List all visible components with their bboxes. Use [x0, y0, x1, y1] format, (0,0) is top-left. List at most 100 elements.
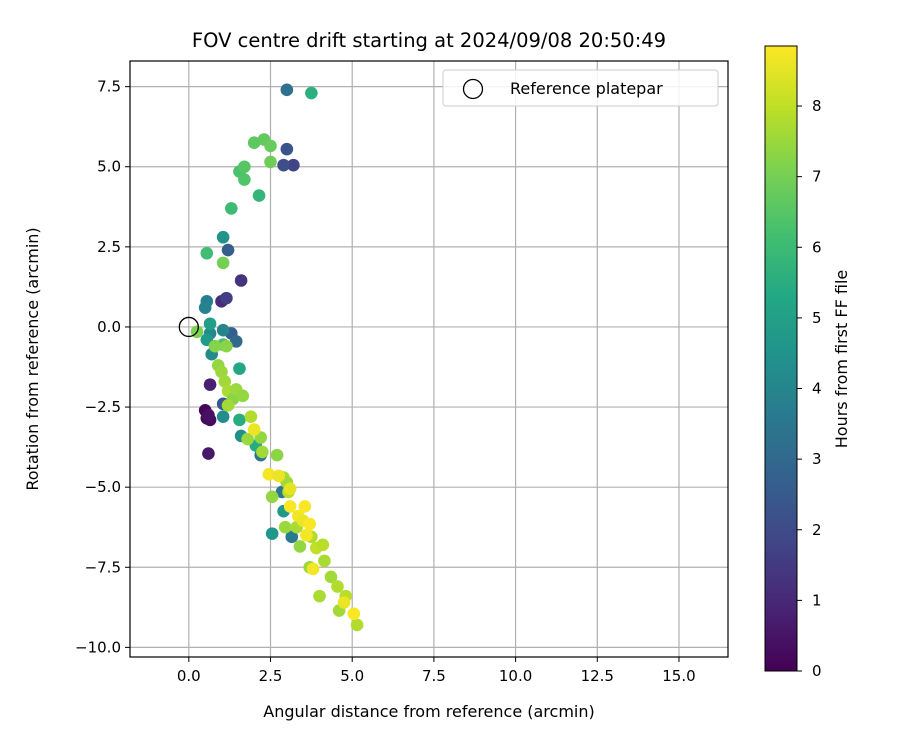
x-tick-label: 7.5 — [422, 667, 446, 685]
data-point — [221, 399, 235, 412]
data-point — [324, 570, 338, 584]
data-point — [270, 448, 284, 462]
data-point — [238, 173, 251, 186]
data-point — [241, 432, 254, 446]
y-tick-label: 7.5 — [97, 78, 121, 96]
y-tick-label: −2.5 — [85, 398, 121, 416]
data-point — [283, 500, 297, 513]
data-points — [190, 83, 364, 632]
reference-marker — [178, 316, 199, 338]
x-axis-label: Angular distance from reference (arcmin) — [263, 702, 594, 721]
data-point — [225, 202, 238, 215]
data-point — [298, 500, 312, 513]
legend-marker — [462, 78, 484, 100]
legend-box — [442, 69, 719, 107]
x-tick-label: 15.0 — [662, 667, 695, 685]
data-point — [229, 335, 243, 348]
data-point — [278, 520, 292, 534]
colorbar-tick-label: 5 — [812, 309, 822, 327]
x-tick-label: 10.0 — [499, 667, 532, 685]
colorbar-tick-label: 3 — [812, 450, 822, 468]
x-tick-label: 12.5 — [581, 667, 614, 685]
data-point — [293, 540, 307, 553]
data-point — [203, 378, 217, 391]
data-point — [238, 160, 251, 174]
y-axis-label: Rotation from reference (arcmin) — [23, 227, 42, 490]
data-point — [244, 410, 258, 423]
colorbar: 0 1 2 3 4 5 6 7 8 Hours from first FF file — [764, 45, 851, 680]
data-point — [287, 158, 300, 172]
data-point — [313, 589, 326, 603]
data-point — [218, 375, 232, 388]
colorbar-tick-label: 7 — [812, 168, 822, 186]
data-point — [337, 596, 351, 609]
plot-frame — [129, 60, 729, 658]
data-point — [247, 423, 261, 436]
data-point — [331, 580, 344, 593]
data-point — [247, 136, 261, 150]
data-point — [347, 607, 361, 621]
colorbar-label: Hours from first FF file — [832, 270, 851, 449]
y-tick-label: 0.0 — [97, 318, 121, 336]
data-point — [202, 408, 215, 422]
data-point — [262, 468, 276, 481]
reference-point — [178, 316, 199, 338]
data-point — [305, 86, 318, 100]
data-point — [234, 274, 248, 287]
colorbar-tick-label: 2 — [812, 521, 822, 539]
data-point — [216, 323, 230, 337]
data-point — [233, 413, 246, 427]
data-point — [350, 618, 364, 632]
data-point — [216, 230, 230, 244]
y-tick-label: 2.5 — [97, 238, 121, 256]
y-tick-label: −10.0 — [75, 638, 121, 656]
colorbar-tick-label: 0 — [812, 662, 822, 680]
data-point — [200, 246, 214, 260]
data-point — [285, 530, 299, 544]
colorbar-tick-label: 4 — [812, 380, 822, 398]
data-point — [208, 339, 222, 353]
colorbar-tick-label: 6 — [812, 238, 822, 256]
y-tick-label: −5.0 — [85, 478, 121, 496]
legend-label: Reference platepar — [510, 79, 663, 98]
data-point — [203, 317, 217, 331]
legend: Reference platepar — [442, 69, 719, 107]
x-tick-label: 5.0 — [340, 667, 364, 685]
data-point — [283, 482, 297, 496]
data-point — [233, 362, 246, 375]
x-tick-label: 0.0 — [177, 667, 201, 685]
data-point — [198, 301, 212, 315]
data-point — [303, 517, 317, 531]
colorbar-tick-label: 1 — [812, 591, 822, 609]
data-point — [221, 243, 235, 257]
data-point — [216, 256, 230, 270]
data-point — [316, 538, 330, 552]
data-point — [264, 155, 277, 169]
data-point — [252, 189, 266, 202]
y-axis-ticks: 7.5 5.0 2.5 0.0 −2.5 −5.0 −7.5 −10.0 — [75, 78, 130, 656]
data-point — [220, 291, 233, 305]
y-tick-label: −7.5 — [85, 558, 121, 576]
colorbar-gradient — [764, 45, 798, 672]
data-point — [272, 469, 285, 483]
data-point — [236, 389, 250, 403]
data-point — [265, 527, 279, 540]
data-point — [256, 445, 269, 459]
grid-lines — [130, 61, 728, 657]
x-tick-label: 2.5 — [259, 667, 283, 685]
data-point — [280, 142, 294, 156]
data-point — [216, 410, 230, 423]
chart-title: FOV centre drift starting at 2024/09/08 … — [192, 29, 666, 52]
data-point — [220, 339, 233, 353]
y-tick-label: 5.0 — [97, 158, 121, 176]
x-axis-ticks: 0.0 2.5 5.0 7.5 10.0 12.5 15.0 — [177, 657, 696, 685]
data-point — [265, 490, 279, 504]
colorbar-ticks: 0 1 2 3 4 5 6 7 8 — [797, 97, 822, 680]
data-point — [264, 139, 277, 153]
data-point — [202, 447, 215, 460]
data-point — [306, 562, 320, 576]
colorbar-tick-label: 8 — [812, 97, 822, 115]
data-point — [215, 365, 228, 379]
data-point — [300, 528, 313, 542]
